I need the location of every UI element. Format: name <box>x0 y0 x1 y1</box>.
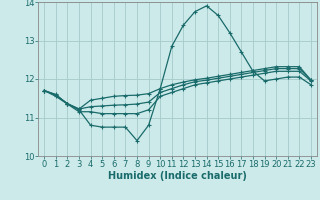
X-axis label: Humidex (Indice chaleur): Humidex (Indice chaleur) <box>108 171 247 181</box>
